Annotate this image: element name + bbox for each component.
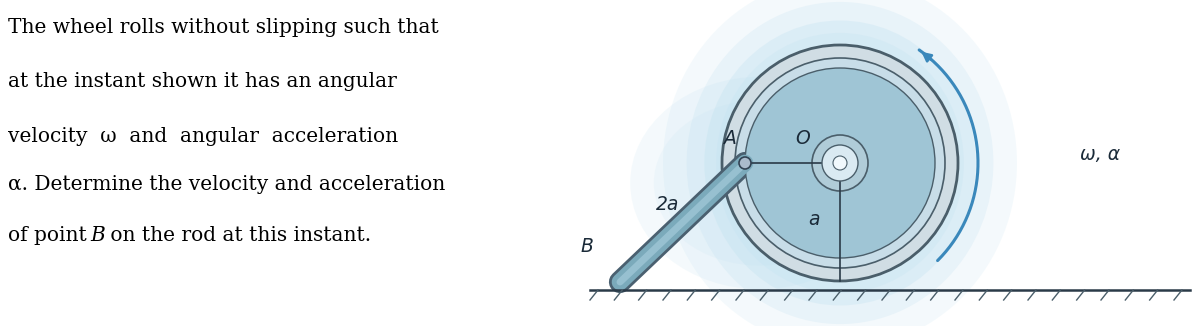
Text: on the rod at this instant.: on the rod at this instant. [104,226,371,245]
Circle shape [812,135,868,191]
Circle shape [822,145,858,181]
Text: B: B [580,237,593,256]
Ellipse shape [704,21,976,305]
Circle shape [722,45,958,281]
Text: The wheel rolls without slipping such that: The wheel rolls without slipping such th… [8,18,439,37]
Ellipse shape [686,2,994,324]
Text: O: O [796,129,810,148]
Text: ω, α: ω, α [1080,145,1120,165]
Text: A: A [724,129,737,148]
Ellipse shape [662,0,1018,326]
Text: 2a: 2a [656,196,679,215]
Circle shape [745,68,935,258]
Text: velocity  ω  and  angular  acceleration: velocity ω and angular acceleration [8,127,398,146]
Text: α. Determine the velocity and acceleration: α. Determine the velocity and accelerati… [8,175,445,194]
Circle shape [833,156,847,170]
Text: B: B [90,226,104,245]
Circle shape [734,58,946,268]
Text: a: a [808,210,820,229]
Text: at the instant shown it has an angular: at the instant shown it has an angular [8,72,397,91]
Ellipse shape [630,77,890,289]
Ellipse shape [716,33,964,293]
Circle shape [739,157,751,169]
Ellipse shape [654,100,866,266]
Text: of point: of point [8,226,94,245]
